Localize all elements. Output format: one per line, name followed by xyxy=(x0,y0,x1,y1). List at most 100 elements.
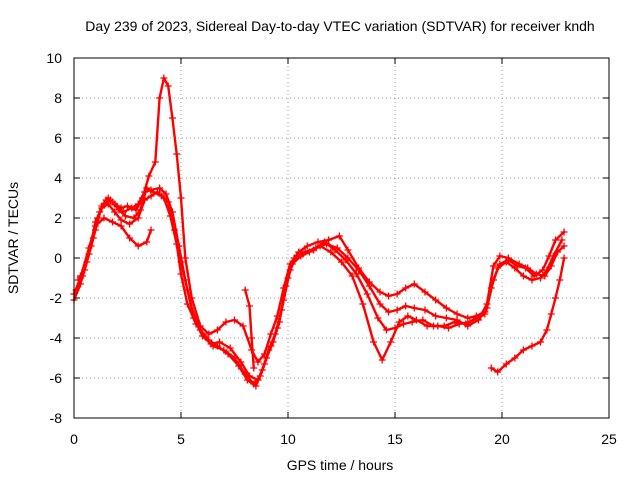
data-point xyxy=(494,368,502,376)
data-point xyxy=(273,324,281,332)
data-point xyxy=(111,200,119,208)
data-point xyxy=(147,226,155,234)
data-point xyxy=(352,270,360,278)
data-point xyxy=(483,304,491,312)
series-line xyxy=(72,216,153,296)
data-point xyxy=(537,274,545,282)
data-point xyxy=(365,278,373,286)
data-point xyxy=(198,332,206,340)
data-point xyxy=(419,316,427,324)
data-point xyxy=(333,244,341,252)
data-point xyxy=(231,316,238,324)
data-point xyxy=(410,304,418,312)
data-point xyxy=(91,222,99,230)
data-point xyxy=(496,252,504,260)
data-point xyxy=(376,288,384,296)
data-point xyxy=(76,274,84,282)
data-point xyxy=(344,254,352,262)
data-point xyxy=(410,280,418,288)
data-point xyxy=(344,246,352,254)
data-point xyxy=(196,322,204,330)
data-point xyxy=(496,260,504,268)
data-point xyxy=(363,290,371,298)
data-point xyxy=(511,354,519,362)
data-point xyxy=(168,114,176,122)
data-point xyxy=(143,238,151,246)
data-point xyxy=(252,382,260,390)
data-point xyxy=(432,296,440,304)
data-point xyxy=(111,208,119,216)
data-point xyxy=(226,344,234,352)
chart-title: Day 239 of 2023, Sidereal Day-to-day VTE… xyxy=(85,18,594,34)
data-point xyxy=(558,236,566,244)
data-point xyxy=(393,306,401,314)
data-point xyxy=(348,272,356,280)
data-point xyxy=(312,244,320,252)
data-point xyxy=(382,326,390,334)
data-point xyxy=(391,324,399,332)
data-point xyxy=(385,292,393,300)
data-point xyxy=(528,342,536,350)
data-point xyxy=(181,254,189,262)
y-tick-label: 6 xyxy=(54,130,62,146)
data-point xyxy=(489,262,497,270)
data-point xyxy=(464,314,472,322)
y-tick-label: 10 xyxy=(46,50,62,66)
data-point xyxy=(519,346,527,354)
data-point xyxy=(239,322,247,330)
data-point xyxy=(481,308,489,316)
data-point xyxy=(385,308,393,316)
data-point xyxy=(387,338,395,346)
data-point xyxy=(545,252,553,260)
y-axis-label: SDTVAR / TECUs xyxy=(5,182,21,294)
data-point xyxy=(325,236,333,244)
data-point xyxy=(280,284,288,292)
data-point xyxy=(248,334,256,342)
data-point xyxy=(474,316,482,324)
data-point xyxy=(164,198,172,206)
data-point xyxy=(156,184,164,192)
data-point xyxy=(404,312,412,320)
data-point xyxy=(560,254,568,262)
data-series xyxy=(70,74,568,390)
x-tick-label: 10 xyxy=(280,431,296,447)
data-point xyxy=(323,240,331,248)
series-line xyxy=(244,288,255,370)
data-point xyxy=(547,310,555,318)
data-point xyxy=(260,350,268,358)
y-tick-label: -2 xyxy=(50,290,63,306)
data-point xyxy=(130,214,138,222)
data-point xyxy=(126,220,134,228)
data-point xyxy=(464,322,472,330)
data-point xyxy=(314,238,322,246)
data-point xyxy=(421,306,429,314)
data-point xyxy=(359,300,367,308)
data-point xyxy=(205,330,213,338)
data-point xyxy=(245,372,253,380)
data-point xyxy=(241,286,249,294)
y-tick-label: 0 xyxy=(54,250,62,266)
data-point xyxy=(158,192,166,200)
data-point xyxy=(98,202,106,210)
series-line xyxy=(77,186,566,382)
data-point xyxy=(162,190,170,198)
data-point xyxy=(295,248,303,256)
data-point xyxy=(355,264,363,272)
data-point xyxy=(303,242,311,250)
data-point xyxy=(301,248,309,256)
data-point xyxy=(539,266,547,274)
data-point xyxy=(408,318,416,326)
data-point xyxy=(132,206,140,214)
data-point xyxy=(400,320,408,328)
data-point xyxy=(513,262,521,270)
data-point xyxy=(489,276,497,284)
y-tick-label: 8 xyxy=(54,90,62,106)
data-point xyxy=(151,158,159,166)
x-axis-label: GPS time / hours xyxy=(287,457,394,473)
data-point xyxy=(273,312,281,320)
data-point xyxy=(487,364,495,372)
data-point xyxy=(147,192,155,200)
data-point xyxy=(286,260,294,268)
data-point xyxy=(395,318,403,326)
x-tick-label: 5 xyxy=(177,431,185,447)
